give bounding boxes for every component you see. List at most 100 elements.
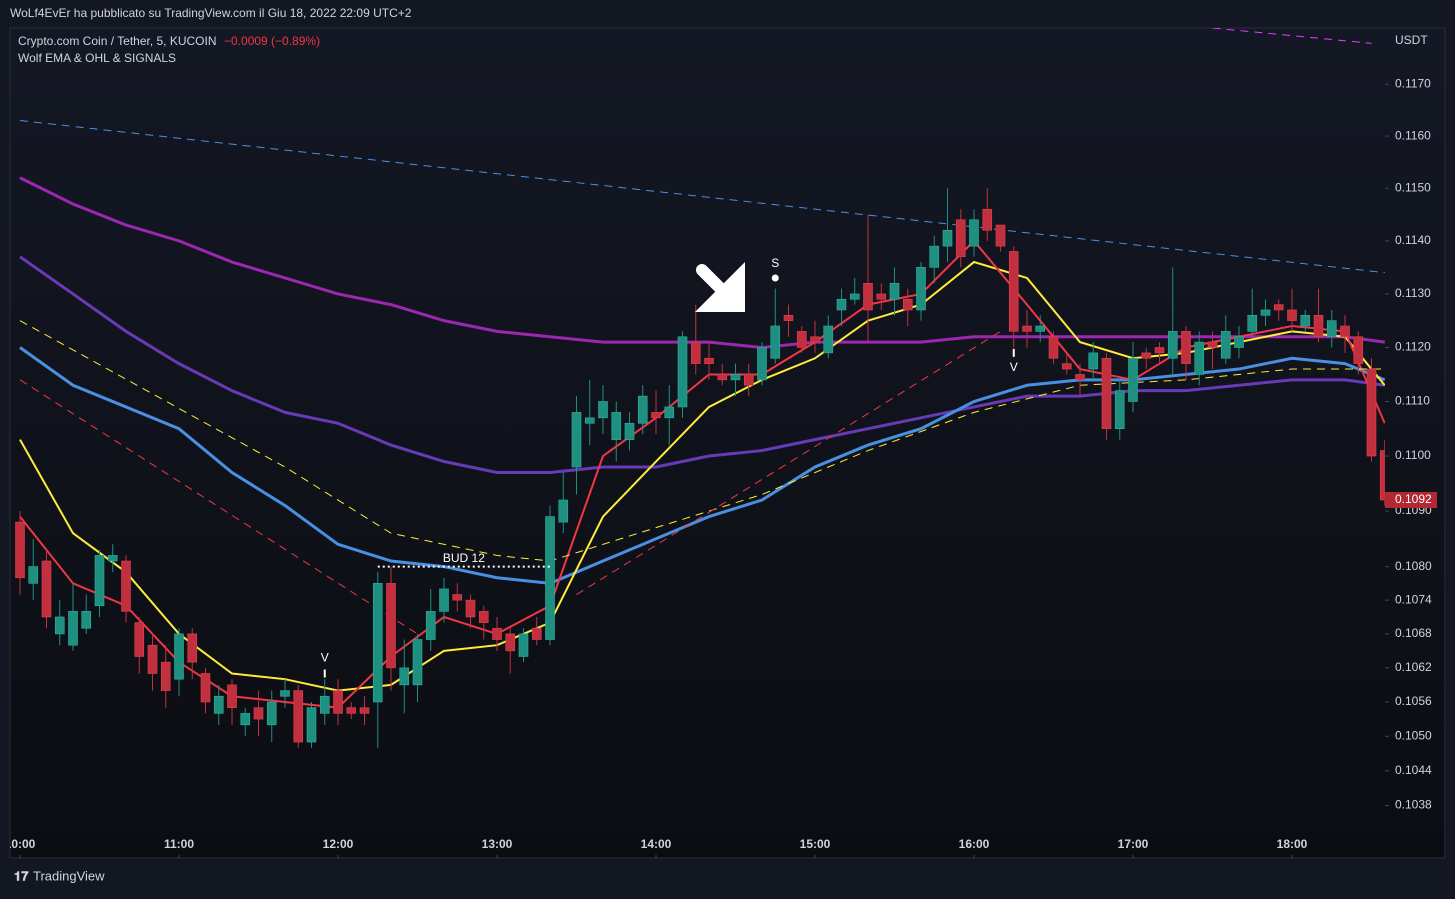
change: −0.0009 (−0.89%) xyxy=(224,34,320,48)
candle-body xyxy=(15,521,25,579)
candle-body xyxy=(1181,331,1191,364)
candle-body xyxy=(1141,352,1152,359)
candle-body xyxy=(1167,331,1178,359)
candle-body xyxy=(929,245,940,268)
candle-body xyxy=(81,611,92,629)
candle-body xyxy=(1340,325,1350,338)
candle-body xyxy=(942,230,953,247)
candle-body xyxy=(425,611,436,640)
candle-body xyxy=(955,219,966,258)
symbol: Crypto.com Coin / Tether, 5, KUCOIN xyxy=(18,34,217,48)
y-tick-label: 0.1120 xyxy=(1395,340,1431,354)
candle-body xyxy=(1379,450,1385,501)
plot: BUD 12 S V V xyxy=(15,28,1385,748)
y-tick-label: 0.1074 xyxy=(1395,592,1432,606)
candle-body xyxy=(1326,320,1337,338)
candle-body xyxy=(531,627,542,640)
candle-body xyxy=(1287,309,1297,321)
candle-body xyxy=(823,325,834,354)
candle-body xyxy=(121,560,131,612)
y-tick-label: 0.1080 xyxy=(1395,559,1432,573)
candle-body xyxy=(1128,357,1138,402)
candle-body xyxy=(704,357,714,364)
x-tick-label: 10:00 xyxy=(5,837,36,851)
candle-body xyxy=(200,673,211,703)
candle-body xyxy=(240,713,251,726)
candle-body xyxy=(1008,251,1019,332)
y-tick-label: 0.1056 xyxy=(1395,694,1432,708)
candle-body xyxy=(280,690,290,697)
candle-body xyxy=(836,298,847,311)
indicator-line xyxy=(1212,28,1372,44)
candle-body xyxy=(969,219,979,247)
indicator-line xyxy=(19,346,1385,585)
indicator-line xyxy=(19,255,1385,474)
y-tick-label: 0.1160 xyxy=(1395,128,1431,142)
candle-body xyxy=(664,406,675,419)
x-tick-label: 14:00 xyxy=(641,837,672,851)
arrow xyxy=(695,262,745,312)
y-tick-label: 0.1038 xyxy=(1395,798,1432,812)
bud-label: BUD 12 xyxy=(443,551,485,565)
candle-body xyxy=(598,401,608,419)
candle-body xyxy=(54,616,65,635)
candle-body xyxy=(889,282,900,300)
candle-body xyxy=(1234,336,1244,348)
last-price: 0.1092 xyxy=(1395,492,1432,506)
y-tick-label: 0.1110 xyxy=(1395,394,1430,408)
last-price-box xyxy=(1385,492,1437,509)
candle-body xyxy=(412,639,423,686)
candle-body xyxy=(916,267,926,311)
candle-body xyxy=(730,374,741,381)
candle-body xyxy=(174,633,184,680)
y-tick-label: 0.1170 xyxy=(1395,77,1431,91)
logo: 𝟏𝟕 xyxy=(14,868,29,883)
candle-body xyxy=(1154,347,1165,354)
indicator-line xyxy=(19,120,1385,274)
x-tick-label: 16:00 xyxy=(959,837,990,851)
x-tick-label: 18:00 xyxy=(1277,837,1308,851)
y-tick-label: 0.1050 xyxy=(1395,728,1432,742)
candle-body xyxy=(492,627,502,640)
candle-body xyxy=(690,341,701,364)
x-tick-label: 12:00 xyxy=(323,837,354,851)
candle-body xyxy=(253,707,264,720)
candle-body xyxy=(293,690,304,743)
candle-body xyxy=(1035,325,1046,332)
candle-body xyxy=(518,633,529,657)
signal-label: V xyxy=(321,651,329,665)
candle-body xyxy=(68,611,78,646)
candle-body xyxy=(439,588,449,612)
candle-body xyxy=(1273,304,1284,311)
y-tick-label: 0.1100 xyxy=(1395,448,1431,462)
candle-body xyxy=(94,555,105,607)
y-tick-label: 0.1140 xyxy=(1395,233,1431,247)
candle-body xyxy=(624,422,635,440)
indicator-line xyxy=(19,379,418,635)
candle-body xyxy=(399,667,410,686)
y-tick-label: 0.1068 xyxy=(1395,626,1432,640)
candle-body xyxy=(796,331,807,348)
candle-body xyxy=(386,583,396,669)
x-tick-label: 15:00 xyxy=(800,837,831,851)
candle-body xyxy=(783,315,794,321)
candle-body xyxy=(571,412,582,468)
candle-body xyxy=(810,336,820,343)
candle-body xyxy=(757,347,767,381)
header: WoLf4EvEr ha pubblicato su TradingView.c… xyxy=(10,6,412,20)
candle-body xyxy=(306,707,317,743)
indicator-line xyxy=(19,320,1385,562)
candle-body xyxy=(134,622,145,657)
candle-body xyxy=(1075,374,1085,381)
candle-body xyxy=(1313,315,1324,338)
y-tick-label: 0.1130 xyxy=(1395,286,1431,300)
candle-body xyxy=(677,336,688,408)
y-tick-label: 0.1150 xyxy=(1395,180,1431,194)
signal-dot xyxy=(771,274,779,282)
candle-body xyxy=(876,293,887,300)
candle-body xyxy=(465,599,476,618)
x-tick-label: 17:00 xyxy=(1118,837,1149,851)
candle-body xyxy=(227,684,237,708)
candle-body xyxy=(863,282,873,311)
